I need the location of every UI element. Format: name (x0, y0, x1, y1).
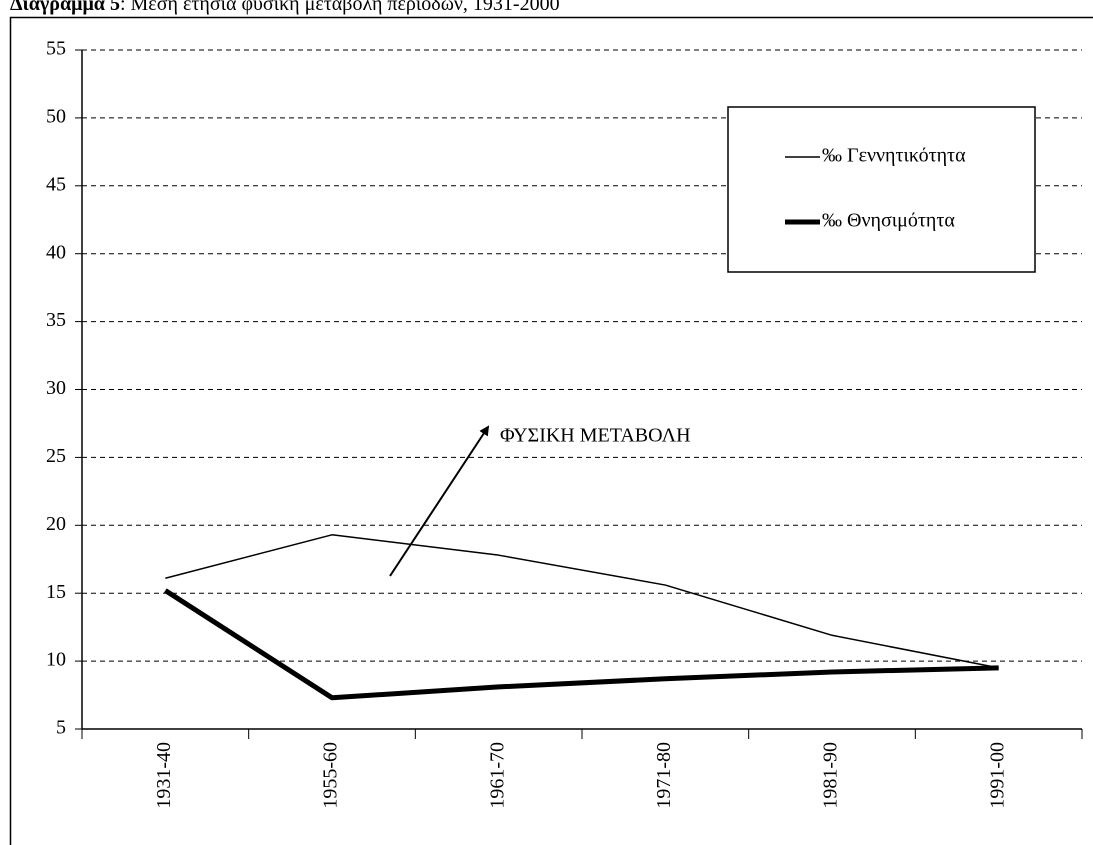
series-line (165, 534, 999, 669)
annotation-arrow (389, 425, 490, 577)
y-tick-label: 5 (56, 717, 66, 739)
y-tick-label: 30 (46, 377, 66, 399)
series-line (163, 588, 999, 701)
y-tick-label: 20 (46, 513, 66, 535)
y-tick-label: 15 (46, 581, 66, 603)
x-tick-label: 1961-70 (486, 742, 508, 809)
x-tick-label: 1971-80 (653, 742, 675, 809)
chart-frame (9, 16, 1093, 845)
y-tick-label: 45 (46, 173, 66, 195)
y-tick-label: 35 (46, 309, 66, 331)
y-tick-label: 25 (46, 445, 66, 467)
y-tick-label: 40 (46, 241, 66, 263)
annotation: ΦΥΣΙΚΗ ΜΕΤΑΒΟΛΗ (500, 425, 691, 447)
y-tick-label: 50 (46, 105, 66, 127)
x-tick-label: 1981-90 (820, 742, 842, 809)
legend-box (727, 106, 1036, 273)
legend-label: ‰ Γεννητικότητα (822, 145, 966, 167)
y-tick-label: 10 (46, 649, 66, 671)
chart-title: Διάγραμμα 5: Μέση ετήσια φυσική μεταβολή… (10, 0, 560, 15)
title-text: : Μέση ετήσια φυσική μεταβολή περιόδων, … (120, 0, 560, 15)
x-tick-label: 1931-40 (153, 742, 175, 809)
y-tick-label: 55 (46, 38, 66, 60)
x-tick-label: 1991-00 (986, 742, 1008, 809)
title-label: Διάγραμμα 5 (10, 0, 120, 15)
legend-label: ‰ Θνησιμότητα (822, 210, 955, 232)
x-tick-label: 1955-60 (320, 742, 342, 809)
